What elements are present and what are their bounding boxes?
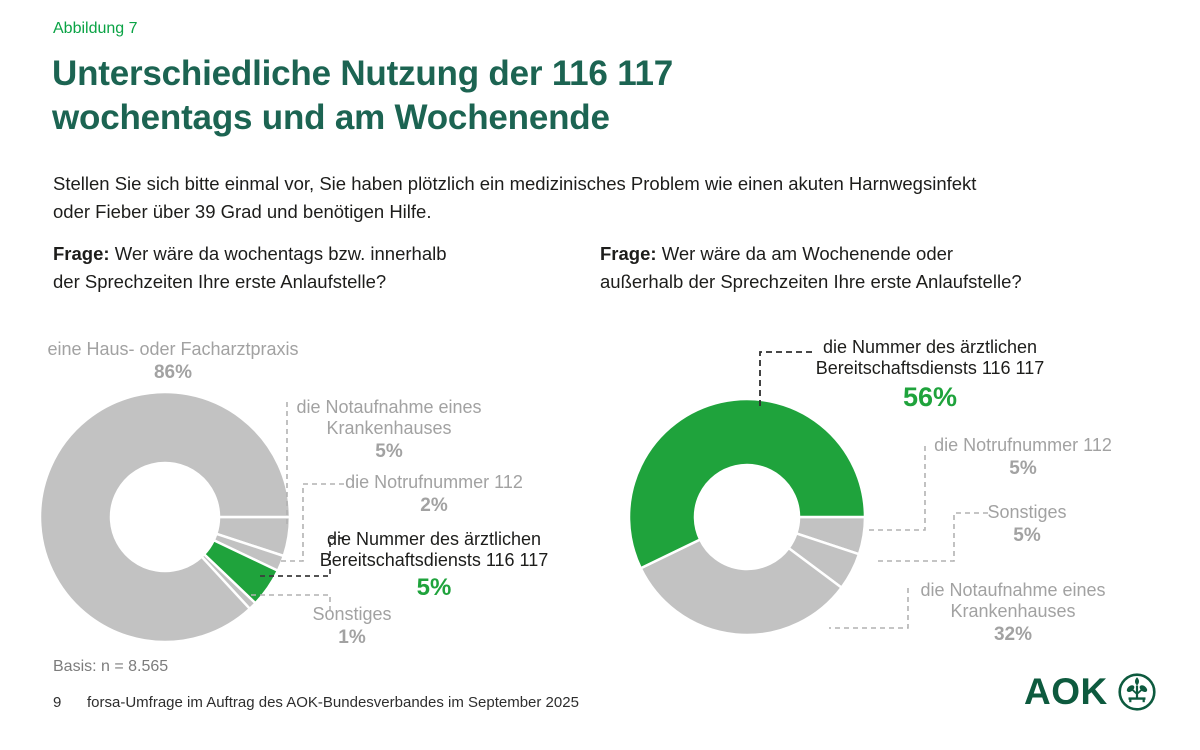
callout-left-sonstiges: Sonstiges 1% bbox=[312, 604, 391, 648]
callout-right-notrufnummer: die Notrufnummer 112 5% bbox=[934, 435, 1112, 479]
donut-slice-3 bbox=[627, 397, 867, 570]
callout-label: eine Haus- oder Facharztpraxis bbox=[47, 339, 299, 359]
callout-label: die Notrufnummer 112 bbox=[345, 472, 523, 492]
callout-right-sonstiges: Sonstiges 5% bbox=[987, 502, 1066, 546]
page-title: Unterschiedliche Nutzung der 116 117 woc… bbox=[52, 52, 673, 140]
callout-value: 56% bbox=[902, 382, 958, 412]
page-title-line2: wochentags und am Wochenende bbox=[52, 98, 610, 138]
callout-label: die Notrufnummer 112 bbox=[934, 435, 1112, 455]
donut-slice-2 bbox=[639, 538, 843, 637]
callout-label: die Nummer des ärztlichen bbox=[822, 337, 1038, 357]
aok-logo: AOK bbox=[1024, 672, 1157, 712]
callout-label: Bereitschaftsdiensts 116 117 bbox=[815, 358, 1045, 378]
callout-label: Sonstiges bbox=[987, 502, 1067, 522]
callout-value: 86% bbox=[153, 362, 193, 383]
callout-label: Sonstiges bbox=[312, 604, 392, 624]
callout-value: 5% bbox=[1009, 458, 1037, 479]
question-right: Frage: Wer wäre da am Wochenende oder au… bbox=[600, 240, 1160, 296]
question-right-prefix: Frage: bbox=[600, 243, 657, 264]
figure-label: Abbildung 7 bbox=[53, 20, 138, 37]
callout-left-notrufnummer: die Notrufnummer 112 2% bbox=[345, 472, 523, 516]
donut-chart-weekday bbox=[38, 390, 292, 644]
callout-left-bereitschaftsdienst: die Nummer des ärztlichen Bereitschaftsd… bbox=[320, 529, 548, 601]
callout-label: Krankenhauses bbox=[326, 418, 452, 438]
callout-value: 32% bbox=[993, 624, 1033, 645]
basis-note: Basis: n = 8.565 bbox=[53, 658, 169, 675]
callout-value: 1% bbox=[338, 627, 366, 648]
callout-value: 5% bbox=[416, 574, 452, 601]
intro-line2: oder Fieber über 39 Grad und benötigen H… bbox=[53, 201, 432, 223]
question-right-line1: Wer wäre da am Wochenende oder bbox=[661, 243, 954, 264]
callout-left-praxis: eine Haus- oder Facharztpraxis 86% bbox=[47, 339, 298, 383]
question-right-line2: außerhalb der Sprechzeiten Ihre erste An… bbox=[600, 270, 1022, 292]
leader-line-right-bereitschaftsdienst bbox=[759, 351, 812, 409]
callout-label: Bereitschaftsdiensts 116 117 bbox=[319, 550, 549, 570]
leader-line-right-notaufnahme bbox=[829, 588, 909, 629]
leader-line-right-notrufnummer bbox=[867, 446, 926, 531]
question-left-line2: der Sprechzeiten Ihre erste Anlaufstelle… bbox=[53, 270, 387, 292]
callout-label: die Notaufnahme eines bbox=[920, 580, 1106, 600]
callout-value: 2% bbox=[420, 495, 448, 516]
donut-chart-weekend bbox=[627, 397, 867, 637]
leader-line-left-notrufnummer bbox=[277, 483, 344, 562]
donut-slice-4 bbox=[38, 390, 292, 644]
question-left-line1: Wer wäre da wochentags bzw. innerhalb bbox=[114, 243, 447, 264]
callout-label: die Notaufnahme eines bbox=[296, 397, 482, 417]
callout-left-notaufnahme: die Notaufnahme eines Krankenhauses 5% bbox=[296, 397, 481, 462]
callout-label: die Nummer des ärztlichen bbox=[326, 529, 542, 549]
callout-value: 5% bbox=[375, 441, 403, 462]
question-left-prefix: Frage: bbox=[53, 243, 110, 264]
question-left: Frage: Wer wäre da wochentags bzw. inner… bbox=[53, 240, 573, 296]
source-note: forsa-Umfrage im Auftrag des AOK-Bundesv… bbox=[87, 694, 579, 711]
page-title-line1: Unterschiedliche Nutzung der 116 117 bbox=[52, 54, 674, 93]
callout-right-bereitschaftsdienst: die Nummer des ärztlichen Bereitschaftsd… bbox=[816, 337, 1044, 412]
callout-label: Krankenhauses bbox=[950, 601, 1076, 621]
page-number: 9 bbox=[53, 694, 62, 711]
callout-right-notaufnahme: die Notaufnahme eines Krankenhauses 32% bbox=[920, 580, 1105, 645]
leader-line-right-sonstiges bbox=[876, 512, 988, 562]
callout-value: 5% bbox=[1013, 525, 1041, 546]
intro-text: Stellen Sie sich bitte einmal vor, Sie h… bbox=[53, 170, 1143, 226]
aok-wordmark: AOK bbox=[1024, 671, 1108, 712]
aok-plant-icon bbox=[1118, 673, 1156, 711]
intro-line1: Stellen Sie sich bitte einmal vor, Sie h… bbox=[53, 173, 977, 194]
